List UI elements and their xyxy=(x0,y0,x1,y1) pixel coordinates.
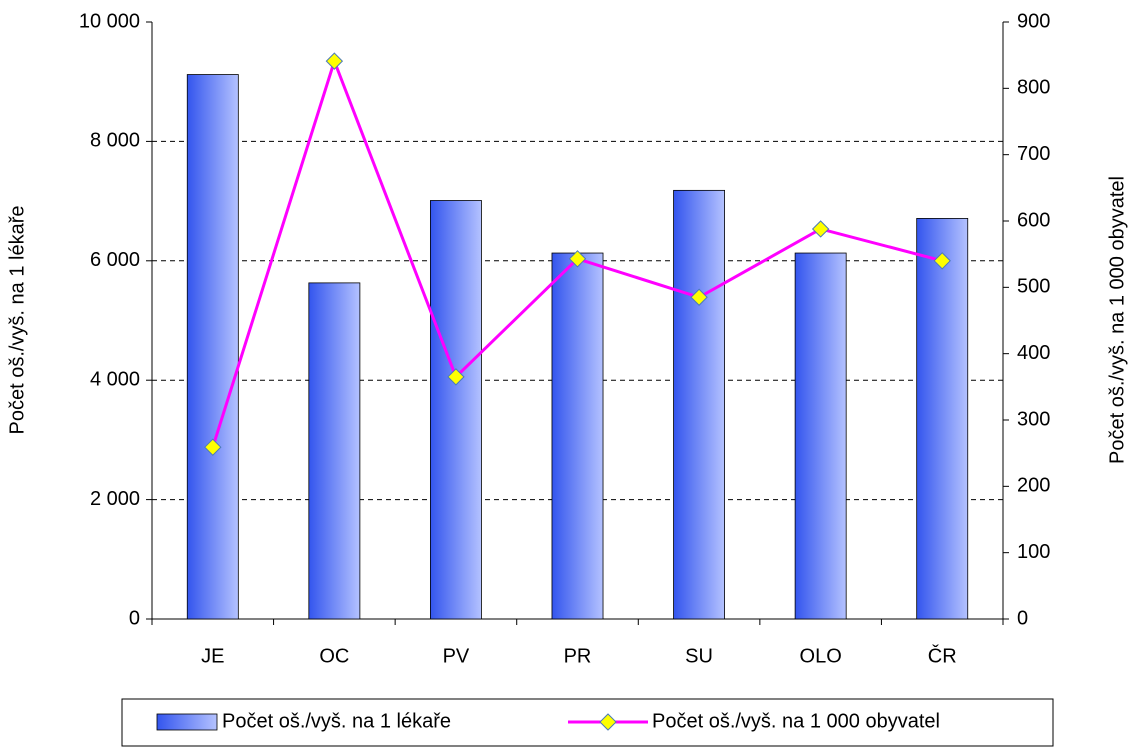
legend-label: Počet oš./vyš. na 1 lékaře xyxy=(222,710,451,732)
bar xyxy=(551,252,604,620)
bar xyxy=(429,200,482,620)
x-tick-label: PR xyxy=(564,645,592,667)
legend-label: Počet oš./vyš. na 1 000 obyvatel xyxy=(652,710,940,732)
bar xyxy=(794,252,847,620)
y-tick-label: 2 000 xyxy=(90,488,140,510)
y2-tick-label: 600 xyxy=(1017,209,1050,231)
marker xyxy=(568,250,587,268)
marker xyxy=(325,52,344,70)
y2-tick-label: 0 xyxy=(1017,607,1028,629)
bar xyxy=(308,282,361,620)
y2-axis-title: Počet oš./vyš. na 1 000 obyvatel xyxy=(1106,176,1128,464)
y-tick-label: 6 000 xyxy=(90,249,140,271)
y2-tick-label: 900 xyxy=(1017,10,1050,32)
y-tick-label: 0 xyxy=(129,607,140,629)
y-tick-label: 8 000 xyxy=(90,130,140,152)
marker xyxy=(933,252,951,270)
marker xyxy=(690,288,708,306)
y2-tick-label: 500 xyxy=(1017,276,1050,298)
y2-tick-label: 800 xyxy=(1017,77,1050,99)
marker xyxy=(447,368,465,386)
x-tick-label: OLO xyxy=(800,645,842,667)
y2-tick-label: 400 xyxy=(1017,342,1050,364)
y2-tick-label: 300 xyxy=(1017,408,1050,430)
y-tick-label: 4 000 xyxy=(90,368,140,390)
y-axis-title: Počet oš./vyš. na 1 lékaře xyxy=(6,205,28,434)
bar xyxy=(916,218,969,620)
x-tick-label: JE xyxy=(201,645,224,667)
bar xyxy=(673,189,726,620)
marker xyxy=(204,438,222,456)
legend-marker xyxy=(599,713,617,731)
x-tick-label: ČR xyxy=(928,644,957,667)
marker xyxy=(811,220,830,238)
legend-swatch xyxy=(156,713,218,731)
x-tick-label: OC xyxy=(319,645,349,667)
x-tick-label: PV xyxy=(443,645,470,667)
x-tick-label: SU xyxy=(685,645,713,667)
y2-tick-label: 700 xyxy=(1017,143,1050,165)
y-tick-label: 10 000 xyxy=(79,10,140,32)
bar xyxy=(186,74,239,620)
y2-tick-label: 200 xyxy=(1017,475,1050,497)
y2-tick-label: 100 xyxy=(1017,541,1050,563)
